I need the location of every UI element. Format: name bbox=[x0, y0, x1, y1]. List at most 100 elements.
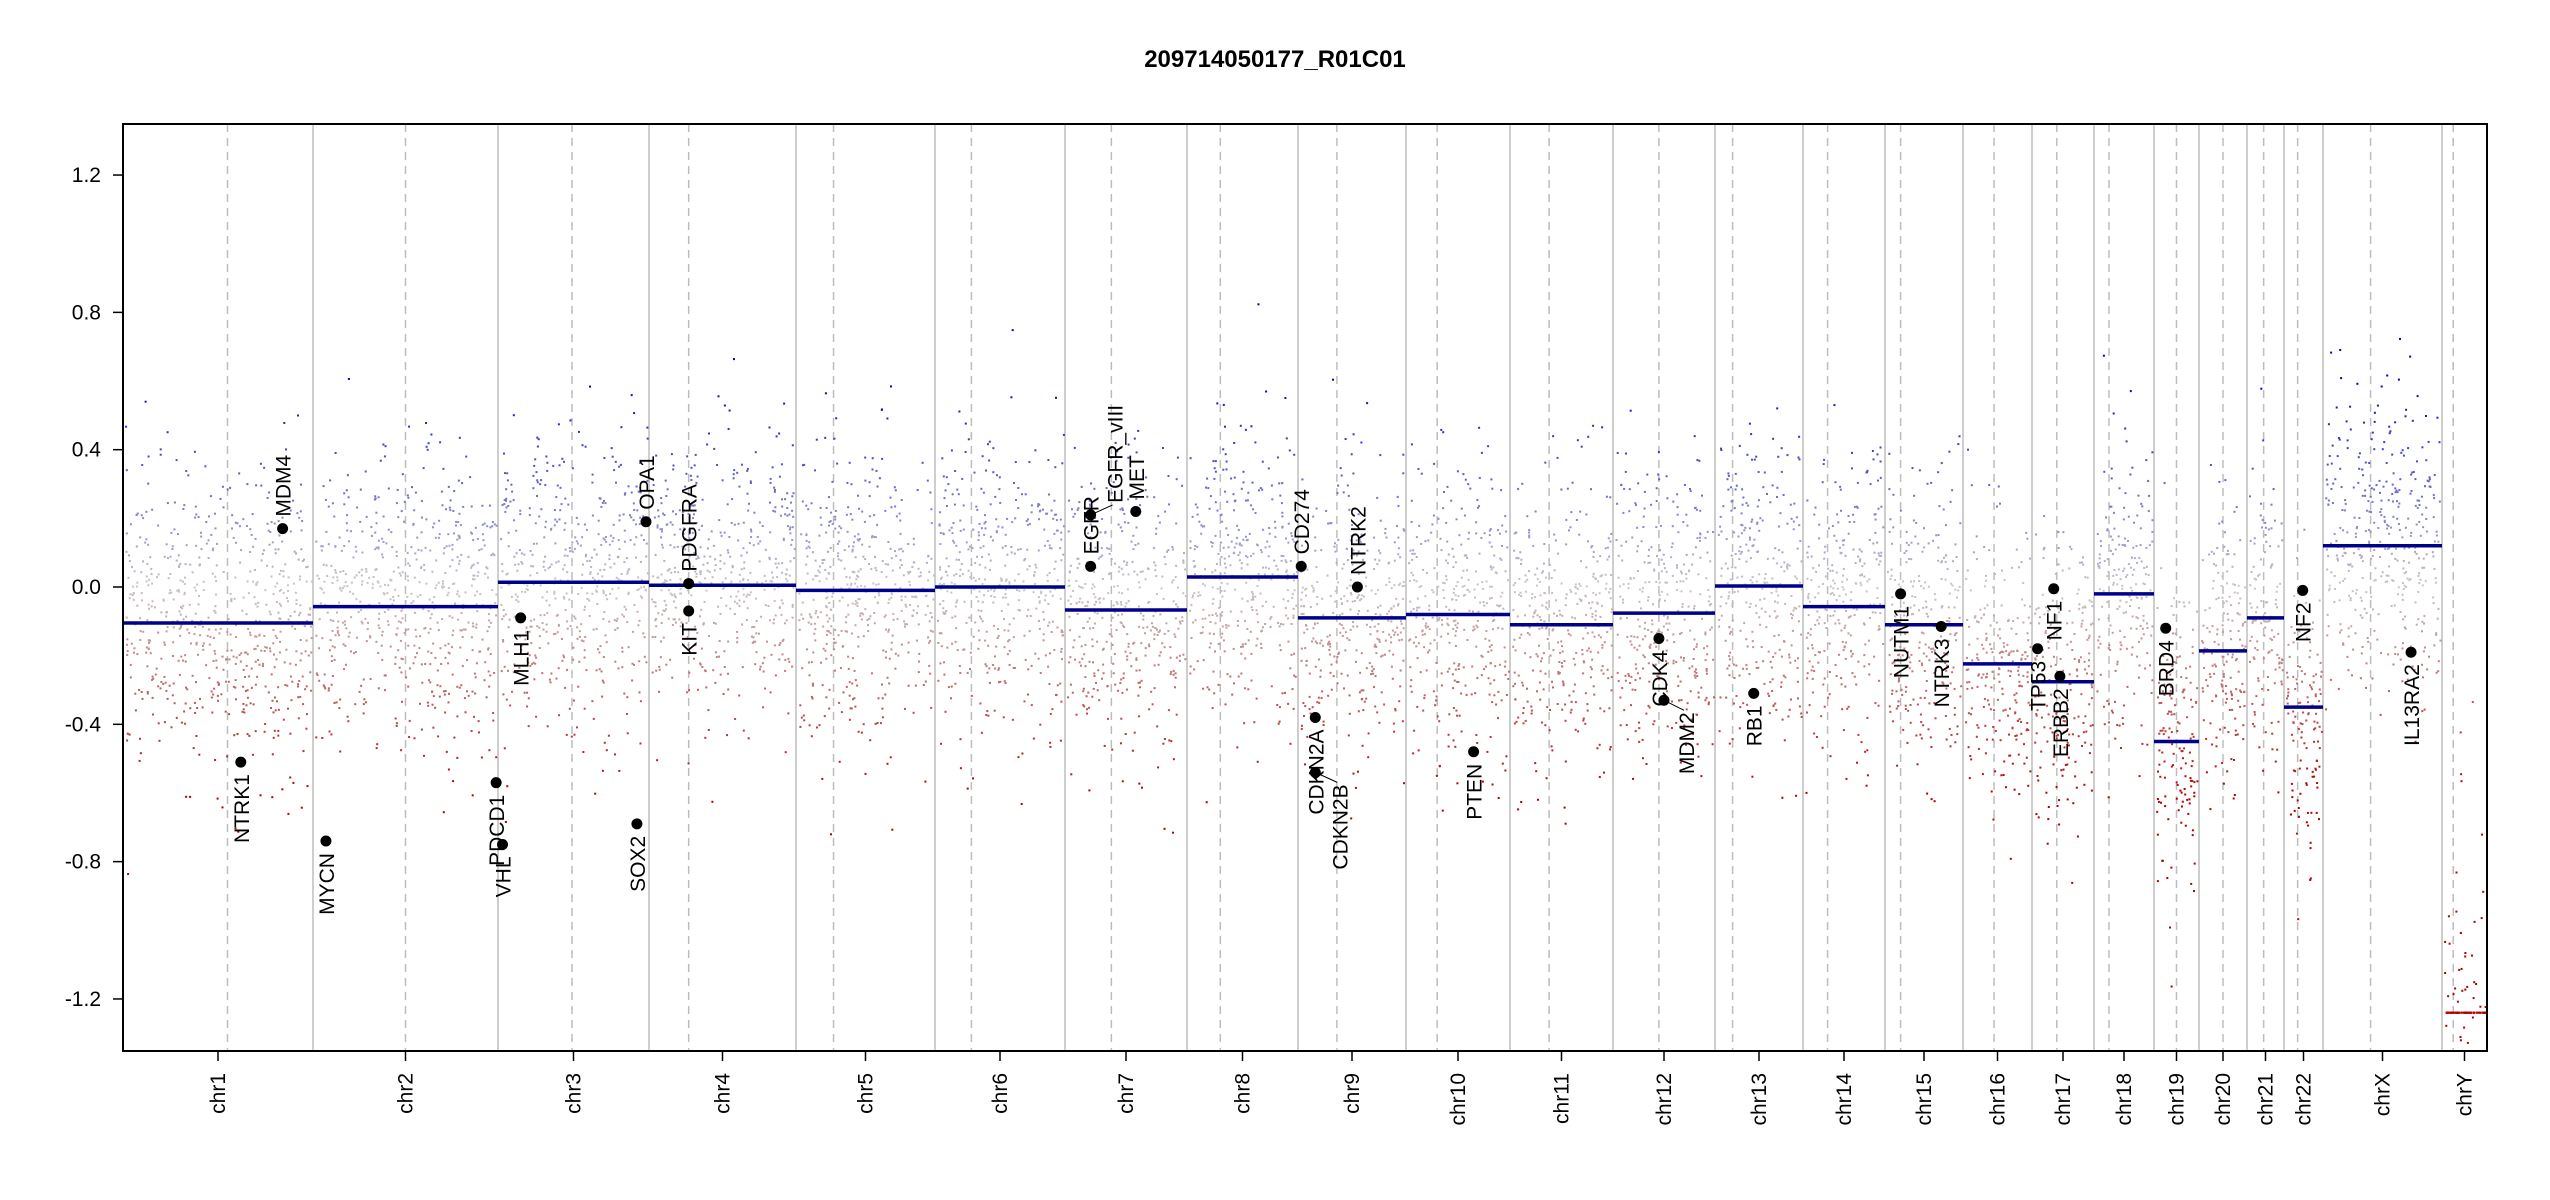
probe-point bbox=[1467, 537, 1470, 540]
probe-point bbox=[419, 635, 421, 638]
probe-point bbox=[769, 477, 772, 480]
probe-point bbox=[900, 564, 903, 566]
probe-point bbox=[209, 635, 212, 638]
probe-point bbox=[1261, 460, 1264, 463]
probe-point bbox=[701, 647, 703, 650]
probe-point bbox=[1240, 567, 1243, 570]
probe-point bbox=[218, 682, 220, 685]
probe-point bbox=[751, 641, 754, 644]
probe-point bbox=[932, 598, 935, 601]
probe-point bbox=[1314, 623, 1316, 626]
probe-point bbox=[477, 571, 480, 574]
probe-point bbox=[1355, 539, 1358, 542]
probe-point bbox=[1006, 553, 1009, 556]
probe-point bbox=[1417, 749, 1420, 752]
probe-point bbox=[297, 685, 299, 688]
probe-point bbox=[1538, 681, 1541, 684]
probe-point bbox=[601, 679, 604, 682]
probe-point bbox=[562, 596, 565, 599]
probe-point bbox=[1240, 610, 1243, 613]
probe-point bbox=[1695, 668, 1697, 671]
probe-point bbox=[459, 646, 462, 649]
probe-point bbox=[980, 609, 983, 612]
probe-point bbox=[1608, 707, 1611, 710]
probe-point bbox=[1030, 704, 1033, 707]
probe-point bbox=[285, 648, 288, 651]
probe-point bbox=[584, 605, 586, 608]
probe-point bbox=[563, 597, 566, 600]
probe-point bbox=[1013, 482, 1015, 484]
probe-point bbox=[819, 611, 822, 614]
probe-point bbox=[1517, 674, 1520, 677]
probe-point bbox=[1289, 742, 1292, 745]
probe-point bbox=[1211, 545, 1214, 548]
probe-point bbox=[950, 591, 953, 594]
probe-point bbox=[1398, 639, 1401, 642]
probe-point bbox=[452, 583, 454, 585]
probe-point bbox=[500, 670, 503, 673]
probe-point bbox=[637, 576, 640, 579]
probe-point bbox=[1224, 425, 1226, 428]
probe-point bbox=[1175, 478, 1178, 481]
probe-point bbox=[636, 610, 639, 613]
probe-point bbox=[340, 549, 343, 552]
probe-point bbox=[1466, 588, 1469, 591]
probe-point bbox=[623, 605, 626, 608]
probe-point bbox=[1391, 629, 1394, 632]
probe-point bbox=[436, 669, 439, 672]
probe-point bbox=[829, 565, 832, 568]
probe-point bbox=[727, 551, 730, 554]
probe-point bbox=[1191, 596, 1194, 599]
probe-point bbox=[1156, 634, 1159, 636]
probe-point bbox=[1672, 662, 1675, 665]
probe-point bbox=[1091, 645, 1094, 648]
probe-point bbox=[831, 523, 834, 526]
probe-point bbox=[1469, 487, 1472, 490]
probe-point bbox=[1453, 609, 1456, 612]
probe-point bbox=[1411, 552, 1414, 555]
probe-point bbox=[1501, 627, 1504, 630]
probe-point bbox=[254, 537, 257, 540]
probe-point bbox=[1362, 689, 1365, 692]
probe-point bbox=[693, 513, 695, 516]
probe-point bbox=[754, 451, 757, 454]
probe-point bbox=[799, 725, 802, 728]
probe-point bbox=[1096, 640, 1099, 643]
probe-point bbox=[1402, 472, 1405, 475]
probe-point bbox=[823, 558, 826, 561]
probe-point bbox=[805, 504, 808, 507]
probe-point bbox=[1069, 595, 1072, 598]
probe-point bbox=[952, 522, 955, 524]
probe-point bbox=[732, 477, 735, 480]
probe-point bbox=[464, 711, 467, 714]
probe-point bbox=[132, 598, 135, 601]
probe-point bbox=[980, 527, 983, 530]
probe-point bbox=[1135, 657, 1138, 660]
probe-point bbox=[1569, 711, 1572, 714]
probe-point bbox=[447, 485, 450, 488]
probe-point bbox=[364, 701, 367, 704]
probe-point bbox=[1056, 579, 1059, 582]
probe-point bbox=[573, 699, 575, 702]
probe-point bbox=[210, 690, 213, 693]
probe-point bbox=[1492, 620, 1495, 622]
probe-point bbox=[1541, 570, 1544, 573]
probe-point bbox=[1483, 668, 1485, 671]
probe-point bbox=[1238, 551, 1241, 554]
probe-point bbox=[1053, 532, 1056, 535]
probe-point bbox=[330, 733, 333, 736]
probe-point bbox=[1172, 831, 1174, 834]
probe-point bbox=[442, 467, 445, 470]
probe-point bbox=[310, 580, 313, 583]
probe-point bbox=[813, 622, 816, 625]
probe-point bbox=[362, 703, 365, 706]
probe-point bbox=[1343, 595, 1346, 597]
probe-point bbox=[1199, 632, 1202, 635]
probe-point bbox=[942, 607, 945, 610]
probe-point bbox=[212, 636, 215, 639]
probe-point bbox=[1049, 745, 1052, 748]
probe-point bbox=[1374, 705, 1377, 708]
probe-point bbox=[1671, 542, 1674, 545]
probe-point bbox=[193, 586, 196, 589]
probe-point bbox=[299, 659, 302, 662]
